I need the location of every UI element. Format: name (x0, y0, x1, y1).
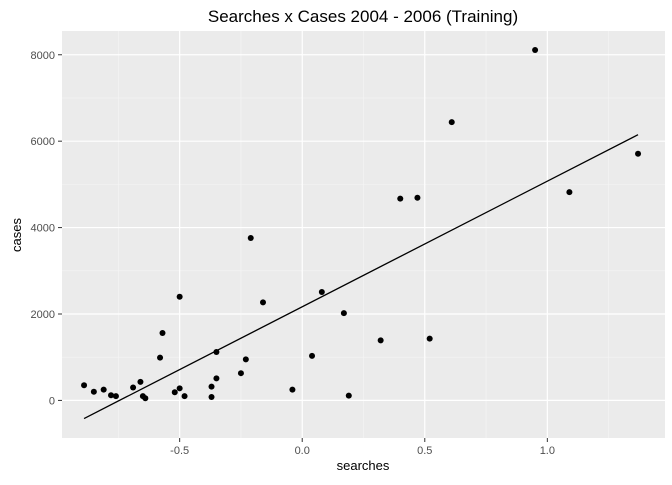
data-point (90, 388, 97, 395)
data-point (309, 352, 316, 359)
data-point (108, 392, 115, 399)
data-point (345, 392, 352, 399)
data-point (137, 378, 144, 385)
x-tick-label: 0.5 (417, 445, 432, 457)
data-point (237, 370, 244, 377)
y-tick-label: 6000 (31, 136, 55, 148)
x-tick-label: -0.5 (170, 445, 189, 457)
y-tick-label: 2000 (31, 309, 55, 321)
data-point (242, 356, 249, 363)
data-point (260, 299, 266, 306)
data-point (81, 382, 88, 389)
data-point (247, 234, 254, 241)
chart-title: Searches x Cases 2004 - 2006 (Training) (208, 7, 518, 26)
x-tick-label: 0.0 (295, 445, 310, 457)
data-point (100, 386, 107, 393)
data-point (635, 150, 642, 157)
data-point (159, 330, 166, 337)
y-tick-label: 4000 (31, 223, 55, 235)
data-point (213, 375, 220, 382)
x-axis-label: searches (337, 458, 390, 473)
data-point (448, 119, 455, 126)
y-tick-label: 8000 (31, 50, 55, 62)
data-point (142, 395, 149, 402)
y-tick-label: 0 (49, 395, 55, 407)
data-point (340, 310, 347, 317)
data-point (181, 393, 188, 400)
data-point (208, 383, 215, 390)
data-point (112, 393, 119, 400)
data-point (157, 354, 164, 361)
data-point (414, 194, 421, 201)
data-point (318, 288, 325, 295)
data-point (566, 189, 573, 196)
x-tick-label: 1.0 (540, 445, 555, 457)
data-point (289, 386, 296, 393)
data-point (130, 384, 137, 391)
data-point (397, 195, 404, 202)
fit-line (83, 134, 639, 420)
data-point (426, 335, 433, 342)
data-point (176, 385, 183, 392)
data-point (532, 47, 539, 54)
data-point (213, 349, 220, 356)
data-point (176, 293, 183, 300)
y-axis-label: cases (9, 218, 24, 252)
data-point (208, 393, 215, 400)
data-point (171, 389, 178, 396)
data-point (377, 337, 384, 344)
